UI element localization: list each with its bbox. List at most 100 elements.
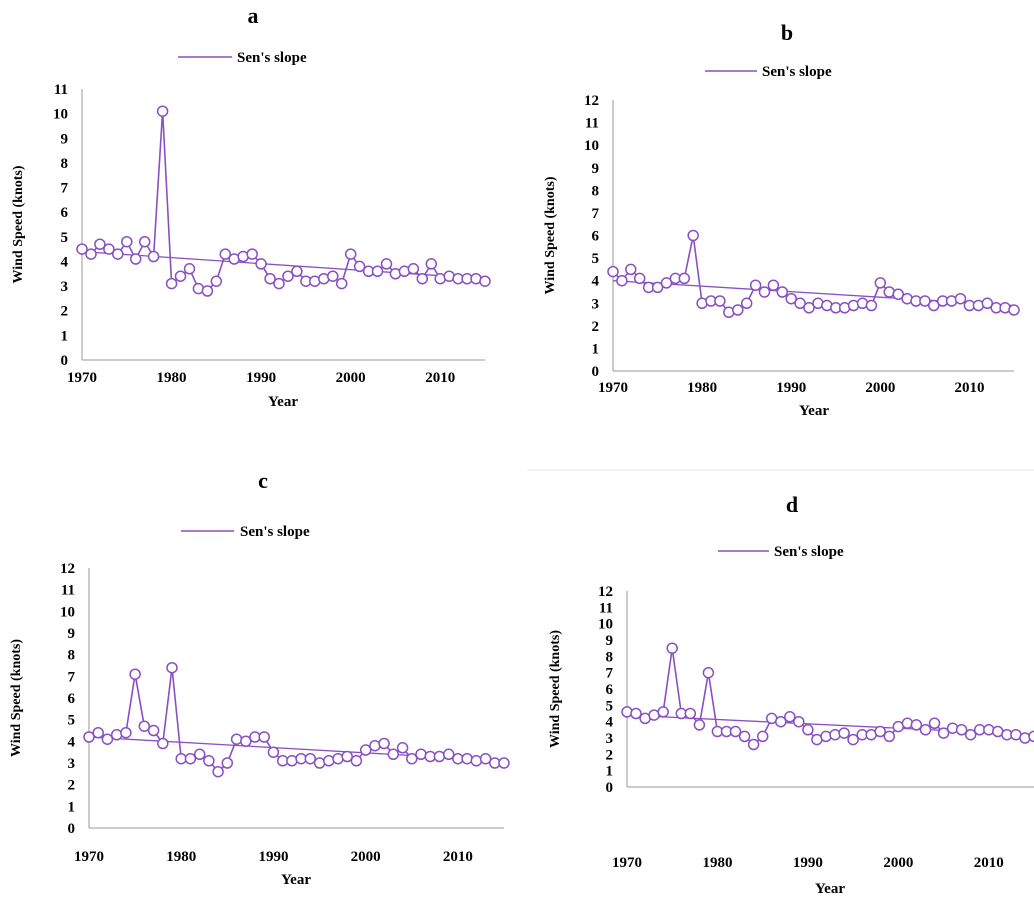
data-point	[803, 302, 815, 314]
y-tick-label: 0	[68, 821, 76, 837]
y-tick-label: 4	[592, 274, 600, 290]
data-point	[396, 742, 409, 754]
data-point	[282, 270, 294, 282]
data-point	[793, 715, 805, 728]
data-point	[425, 258, 438, 270]
data-point	[802, 724, 814, 736]
data-point	[240, 735, 252, 748]
y-axis-title: Wind Speed (knots)	[11, 165, 26, 283]
data-point	[847, 733, 859, 746]
data-point	[928, 717, 941, 730]
data-point	[732, 304, 744, 316]
y-tick-label: 12	[598, 584, 613, 600]
data-point	[749, 279, 762, 291]
data-point	[954, 292, 967, 305]
y-tick-label: 3	[68, 756, 76, 772]
data-point	[85, 248, 97, 260]
legend-label: Sen's slope	[774, 544, 844, 560]
data-point	[630, 707, 642, 720]
data-point	[212, 765, 224, 778]
x-axis-title: Year	[799, 403, 829, 419]
y-tick-label: 10	[53, 107, 68, 123]
data-point	[353, 260, 366, 273]
legend-label: Sen's slope	[240, 524, 310, 540]
data-point	[479, 752, 492, 765]
data-point	[883, 730, 896, 743]
x-tick-label: 1990	[258, 849, 288, 865]
y-tick-label: 3	[606, 731, 614, 747]
data-point	[286, 755, 298, 767]
data-point	[775, 715, 787, 728]
x-tick-label: 1990	[246, 370, 276, 386]
data-point	[129, 253, 142, 265]
y-tick-label: 7	[61, 181, 69, 197]
data-point	[729, 725, 742, 738]
data-point	[378, 737, 390, 750]
y-tick-label: 2	[606, 747, 614, 763]
y-tick-label: 4	[68, 734, 76, 750]
data-point	[120, 726, 132, 739]
x-tick-label: 2010	[974, 855, 1004, 871]
x-tick-label: 1970	[598, 380, 628, 396]
data-point	[359, 744, 372, 756]
data-point	[246, 248, 258, 260]
x-tick-label: 2010	[954, 380, 984, 396]
data-point	[350, 755, 363, 767]
data-point	[210, 275, 223, 287]
data-point	[267, 746, 280, 758]
y-tick-label: 12	[60, 561, 75, 577]
data-point	[740, 297, 753, 310]
data-point	[607, 265, 619, 278]
x-tick-label: 2000	[883, 855, 913, 871]
data-point	[910, 719, 923, 731]
chart-title: d	[786, 492, 798, 517]
data-point	[193, 748, 206, 761]
data-point	[323, 755, 335, 767]
data-point	[776, 286, 789, 298]
data-point	[892, 288, 904, 300]
data-point	[1008, 304, 1020, 316]
y-tick-label: 10	[598, 617, 613, 633]
y-tick-label: 6	[61, 205, 69, 221]
data-point	[157, 737, 169, 750]
data-point	[313, 757, 326, 769]
y-axis-title: Wind Speed (knots)	[548, 630, 563, 748]
x-axis-title: Year	[268, 394, 298, 410]
data-point	[138, 235, 151, 248]
data-point	[874, 277, 887, 289]
data-point	[201, 285, 214, 297]
legend-label: Sen's slope	[237, 50, 307, 66]
x-tick-label: 2010	[443, 849, 473, 865]
data-point	[138, 720, 151, 732]
data-point	[919, 295, 931, 307]
x-tick-label: 1980	[702, 855, 732, 871]
data-point	[255, 258, 267, 270]
data-point	[380, 258, 393, 270]
data-point	[406, 752, 418, 765]
data-point	[183, 263, 196, 275]
data-point	[387, 748, 400, 761]
y-tick-label: 11	[54, 82, 68, 98]
x-axis-title: Year	[815, 881, 845, 897]
data-point	[820, 730, 832, 743]
legend-label: Sen's slope	[762, 64, 832, 80]
y-tick-label: 6	[606, 682, 614, 698]
y-tick-label: 11	[585, 116, 599, 132]
data-point	[767, 279, 780, 291]
x-tick-label: 1970	[612, 855, 642, 871]
y-tick-label: 8	[592, 183, 600, 199]
data-point	[785, 292, 797, 305]
data-point	[258, 731, 270, 743]
data-point	[110, 729, 123, 741]
data-point	[838, 727, 850, 739]
data-point	[184, 752, 197, 765]
data-point	[221, 757, 234, 769]
data-point	[129, 668, 141, 680]
y-tick-label: 4	[606, 715, 614, 731]
data-point	[616, 274, 628, 287]
data-point	[1028, 730, 1034, 743]
data-point	[657, 706, 669, 718]
x-tick-label: 1980	[687, 380, 717, 396]
data-point	[865, 299, 878, 312]
